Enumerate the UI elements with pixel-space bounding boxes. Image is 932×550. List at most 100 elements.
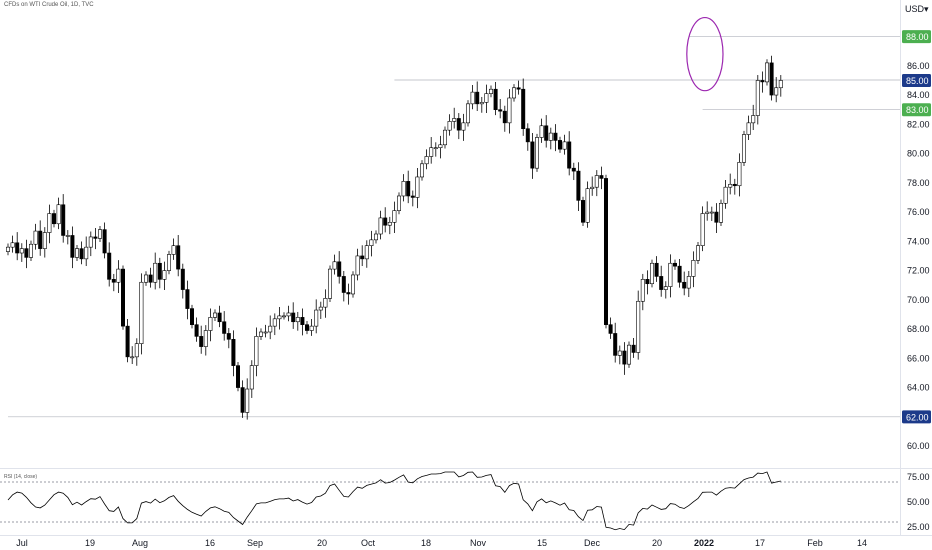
candle-up: [378, 217, 383, 235]
price-tick-label: 68.00: [907, 324, 930, 334]
candle-down: [111, 279, 116, 283]
candle-down: [24, 248, 29, 258]
candle-down: [102, 229, 107, 254]
candle-up: [245, 388, 250, 413]
candle-down: [38, 230, 43, 249]
candle-up: [203, 330, 208, 347]
candle-down: [185, 289, 190, 309]
candle-up: [442, 129, 447, 146]
candle-up: [249, 365, 254, 390]
candle-up: [778, 80, 783, 89]
candle-down: [530, 141, 535, 169]
candle-down: [180, 268, 185, 290]
candle-up: [263, 331, 268, 334]
time-tick-label: Oct: [361, 538, 376, 548]
candle-down: [714, 211, 719, 223]
candle-down: [502, 110, 507, 124]
price-tick-label: 78.00: [907, 178, 930, 188]
candle-up: [272, 318, 277, 327]
candle-down: [51, 213, 56, 225]
price-tick-label: 70.00: [907, 295, 930, 305]
candle-up: [470, 91, 475, 105]
candle-down: [576, 170, 581, 201]
candle-up: [640, 279, 645, 302]
candle-up: [705, 211, 710, 214]
candle-up: [396, 195, 401, 211]
candle-down: [769, 62, 774, 96]
candle-down: [121, 268, 126, 327]
candle-up: [350, 274, 355, 295]
currency-text: USD: [905, 4, 925, 14]
time-tick-label: 19: [85, 538, 95, 548]
candle-down: [622, 350, 627, 365]
candle-down: [222, 321, 227, 334]
candle-up: [286, 312, 291, 317]
candle-down: [682, 281, 687, 289]
candle-up: [10, 242, 15, 248]
candle-down: [176, 245, 181, 270]
candle-down: [521, 88, 526, 130]
candle-down: [544, 125, 549, 141]
candle-down: [304, 324, 309, 331]
price-tag: [902, 103, 931, 117]
candle-up: [585, 188, 590, 223]
time-tick-label: Sep: [247, 538, 263, 548]
candle-down: [231, 338, 236, 366]
price-tick-label: 84.00: [907, 90, 930, 100]
rsi-title: RSI (14, close): [4, 474, 38, 480]
candle-up: [88, 236, 93, 248]
time-tick-label: Feb: [807, 538, 823, 548]
time-tick-label: 14: [857, 538, 867, 548]
candle-down: [410, 195, 415, 198]
candle-down: [70, 235, 75, 258]
price-tick-label: 82.00: [907, 119, 930, 129]
candle-up: [171, 245, 176, 255]
candle-up: [774, 87, 779, 96]
candle-down: [107, 252, 112, 280]
time-tick-label: 16: [205, 538, 215, 548]
candle-down: [645, 279, 650, 285]
candle-up: [139, 281, 144, 344]
candle-down: [236, 365, 241, 388]
candle-up: [424, 156, 429, 165]
candle-up: [6, 246, 11, 252]
candle-up: [281, 315, 286, 318]
candle-up: [741, 134, 746, 163]
candle-up: [419, 163, 424, 178]
chart-title: CFDs on WTI Crude Oil, 1D, TVC: [4, 2, 94, 8]
candle-down: [148, 274, 153, 283]
candle-up: [755, 80, 760, 116]
candle-down: [15, 242, 20, 254]
price-tick-label: 60.00: [907, 441, 930, 451]
candle-up: [75, 248, 80, 258]
candle-up: [548, 132, 553, 141]
candle-up: [465, 103, 470, 124]
candle-down: [93, 236, 98, 239]
currency-label: USD▾: [905, 4, 929, 15]
candle-up: [392, 210, 397, 223]
candle-down: [199, 336, 204, 347]
price-tag: [902, 30, 931, 44]
candle-up: [373, 233, 378, 241]
candle-down: [672, 262, 677, 267]
candle-up: [507, 97, 512, 124]
candle-down: [383, 217, 388, 226]
candle-up: [433, 147, 438, 150]
candle-down: [300, 317, 305, 325]
price-tag: [902, 73, 931, 87]
time-tick-label: Jul: [16, 538, 28, 548]
candle-up: [258, 331, 263, 337]
candle-up: [153, 262, 158, 283]
candle-down: [341, 276, 346, 293]
candle-up: [130, 356, 135, 359]
candle-up: [28, 243, 33, 258]
candle-up: [718, 202, 723, 223]
candle-up: [84, 246, 89, 260]
candle-up: [401, 181, 406, 197]
candle-up: [429, 147, 434, 157]
candle-down: [217, 312, 222, 323]
candle-up: [452, 118, 457, 122]
time-tick-label: 15: [537, 538, 547, 548]
candle-up: [268, 325, 273, 333]
